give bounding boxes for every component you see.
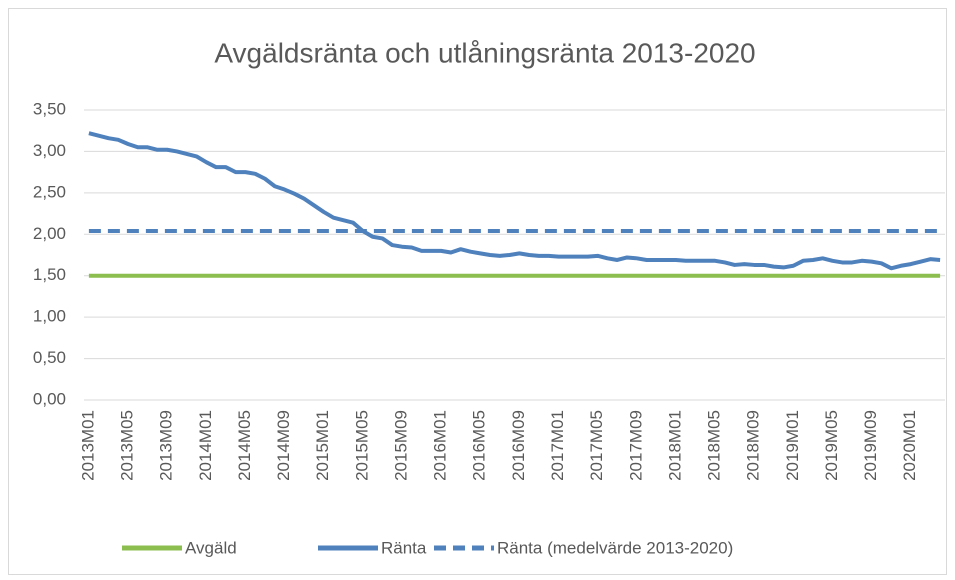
- x-tick-label: 2013M05: [118, 410, 137, 481]
- x-tick-label: 2013M01: [78, 410, 97, 481]
- x-tick-label: 2014M09: [274, 410, 293, 481]
- x-tick-label: 2019M05: [822, 410, 841, 481]
- x-tick-label: 2018M01: [665, 410, 684, 481]
- x-tick-label: 2016M09: [509, 410, 528, 481]
- legend-label: Avgäld: [185, 538, 237, 557]
- x-tick-label: 2015M05: [352, 410, 371, 481]
- x-tick-label: 2018M09: [744, 410, 763, 481]
- y-tick-label: 2,00: [33, 224, 66, 243]
- series-line: [88, 131, 941, 271]
- x-tick-label: 2020M01: [900, 410, 919, 481]
- x-tick-label: 2014M05: [235, 410, 254, 481]
- x-tick-label: 2014M01: [196, 410, 215, 481]
- x-tick-label: 2013M09: [157, 410, 176, 481]
- x-tick-label: 2016M01: [431, 410, 450, 481]
- x-tick-label: 2017M01: [548, 410, 567, 481]
- x-tick-label: 2019M09: [861, 410, 880, 481]
- y-tick-label: 3,50: [33, 99, 66, 118]
- x-tick-label: 2015M01: [313, 410, 332, 481]
- x-tick-label: 2017M05: [587, 410, 606, 481]
- legend-label: Ränta: [381, 538, 427, 557]
- y-tick-label: 0,50: [33, 348, 66, 367]
- y-tick-label: 3,00: [33, 141, 66, 160]
- y-tick-label: 1,50: [33, 265, 66, 284]
- x-tick-label: 2015M09: [391, 410, 410, 481]
- legend-label: Ränta (medelvärde 2013-2020): [497, 538, 733, 557]
- y-tick-label: 0,00: [33, 389, 66, 408]
- chart-border: [8, 8, 947, 575]
- x-tick-label: 2018M05: [705, 410, 724, 481]
- x-tick-label: 2017M09: [626, 410, 645, 481]
- y-tick-label: 1,00: [33, 307, 66, 326]
- chart-title: Avgäldsränta och utlåningsränta 2013-202…: [214, 37, 755, 68]
- x-tick-label: 2016M05: [470, 410, 489, 481]
- x-tick-label: 2019M01: [783, 410, 802, 481]
- y-tick-label: 2,50: [33, 182, 66, 201]
